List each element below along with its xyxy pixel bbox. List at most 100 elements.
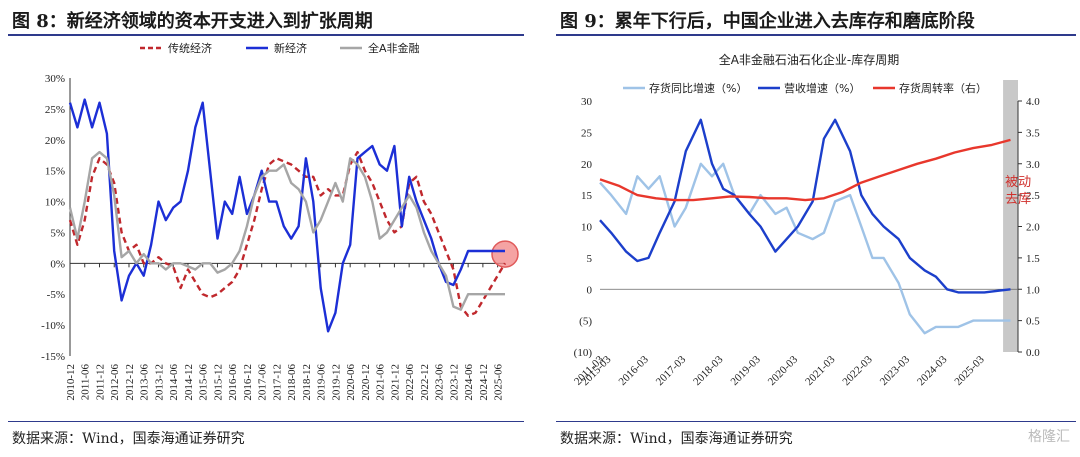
- y-tick-label: 15%: [45, 166, 65, 178]
- x-tick-label: 2023-06: [434, 364, 446, 401]
- x-tick-label: 2021-06: [375, 364, 387, 401]
- x-tick-label: 2020-12: [360, 364, 372, 401]
- figure-9-source: 数据来源：Wind，国泰海通证券研究: [560, 431, 793, 447]
- y-axis-right: 4.0 3.5 3.0 2.5 2.0 1.5 1.0 0.5 0.0: [1017, 96, 1040, 359]
- x-tick-label: 2022-03: [840, 353, 875, 388]
- y-axis: 30% 25% 20% 15% 10% 5% 0% -5% -10% -15%: [41, 73, 71, 363]
- x-tick-label: 2018-03: [691, 353, 726, 388]
- x-tick-label: 2019-12: [330, 364, 342, 401]
- y-tick-label: 5: [587, 253, 593, 265]
- y-tick-label: 30%: [45, 73, 65, 85]
- highlight-circle: [491, 240, 519, 268]
- y-tick-label: 0: [587, 284, 593, 296]
- source-rule: [8, 421, 524, 422]
- y-tick-label: 0%: [50, 258, 65, 270]
- series-line: [68, 150, 507, 317]
- x-tick-label: 2014-12: [183, 364, 195, 401]
- x-tick-label: 2013-06: [139, 364, 151, 401]
- title-rule: [8, 34, 524, 36]
- y-tick-label: 10: [581, 222, 593, 234]
- series-line: [68, 98, 505, 333]
- x-tick-label: 2012-06: [109, 364, 121, 401]
- figure-8-panel: 图 8：新经济领域的资本开支进入到扩张周期 传统经济 新经济 全A非金融 30% 25%…: [0, 0, 528, 457]
- y2-tick-label: 3.0: [1026, 159, 1040, 171]
- x-tick-label: 2020-03: [766, 353, 801, 388]
- x-tick-label: 2017-03: [654, 353, 689, 388]
- chart-legend: 传统经济 新经济 全A非金融: [140, 41, 420, 55]
- y2-tick-label: 3.5: [1026, 127, 1040, 139]
- x-tick-label: 2019-03: [728, 353, 763, 388]
- x-tick-label: 2010-12: [65, 364, 77, 401]
- series-line: [599, 118, 1011, 294]
- x-tick-label: 2021-03: [803, 353, 838, 388]
- x-tick-label: 2022-12: [419, 364, 431, 401]
- y-tick-label: -15%: [41, 351, 65, 363]
- x-tick-label: 2015-12: [212, 364, 224, 401]
- y-tick-label: -10%: [41, 320, 65, 332]
- x-tick-label: 2013-12: [153, 364, 165, 401]
- x-tick-label: 2022-06: [404, 364, 416, 401]
- x-tick-label: 2023-03: [878, 353, 913, 388]
- legend-label: 新经济: [274, 41, 307, 55]
- x-tick-label: 2016-03: [616, 353, 651, 388]
- y-tick-label: 20: [581, 159, 593, 171]
- series-line: [599, 138, 1011, 202]
- y2-tick-label: 0.5: [1026, 316, 1040, 328]
- watermark-logo: 格隆汇: [1028, 429, 1070, 445]
- x-tick-label: 2018-12: [301, 364, 313, 401]
- series-line: [68, 150, 505, 311]
- x-tick-label: 2014-06: [168, 364, 180, 401]
- x-tick-label: 2016-06: [227, 364, 239, 401]
- figure-9-title: 图 9：累年下行后，中国企业进入去库存和磨底阶段: [560, 11, 975, 32]
- y-tick-label: 5%: [50, 227, 65, 239]
- y-axis-left: 30 25 20 15 10 5 0 (5) (10): [574, 96, 593, 359]
- x-tick-label: 2025-03: [952, 353, 987, 388]
- y-tick-label: 25: [581, 127, 593, 139]
- y-tick-label: 30: [581, 96, 593, 108]
- legend-label: 传统经济: [168, 41, 212, 55]
- annotation-text: 去库: [1005, 191, 1031, 207]
- legend-label: 营收增速（%）: [784, 81, 860, 95]
- y2-tick-label: 2.0: [1026, 222, 1040, 234]
- y-tick-label: (10): [574, 347, 593, 359]
- x-tick-label: 2017-12: [271, 364, 283, 401]
- y-tick-label: 15: [581, 190, 593, 202]
- x-tick-label: 2020-06: [345, 364, 357, 401]
- x-tick-label: 2024-03: [915, 353, 950, 388]
- x-tick-label: 2011-06: [80, 364, 92, 401]
- y2-tick-label: 4.0: [1026, 96, 1040, 108]
- chart-subtitle: 全A非金融石油石化企业-库存周期: [719, 52, 900, 67]
- series-line: [599, 162, 1011, 335]
- x-tick-label: 2025-06: [493, 364, 505, 401]
- y-tick-label: 25%: [45, 104, 65, 116]
- y2-tick-label: 1.5: [1026, 253, 1040, 265]
- legend-label: 存货周转率（右）: [899, 81, 987, 95]
- shaded-region: [1003, 80, 1018, 352]
- y2-tick-label: 2.5: [1026, 190, 1040, 202]
- figure-9-panel: 图 9：累年下行后，中国企业进入去库存和磨底阶段 全A非金融石油石化企业-库存周…: [548, 0, 1080, 457]
- x-tick-label: 2017-06: [257, 364, 269, 401]
- x-tick-label: 2019-06: [316, 364, 328, 401]
- title-rule: [556, 34, 1076, 36]
- x-tick-label: 2023-12: [448, 364, 460, 401]
- y-tick-label: 10%: [45, 197, 65, 209]
- y2-tick-label: 1.0: [1026, 284, 1040, 296]
- figure-8-chart: 传统经济 新经济 全A非金融 30% 25% 20% 15% 10% 5% 0% -5% -10% -1…: [41, 41, 519, 401]
- y-tick-label: -5%: [47, 289, 65, 301]
- x-tick-label: 2016-12: [242, 364, 254, 401]
- figure-8-source: 数据来源：Wind，国泰海通证券研究: [12, 431, 245, 447]
- chart-legend: 存货同比增速（%） 营收增速（%） 存货周转率（右）: [623, 81, 987, 95]
- x-tick-label: 2015-06: [198, 364, 210, 401]
- x-tick-label: 2011-12: [94, 364, 106, 400]
- source-rule: [556, 421, 1076, 422]
- legend-label: 存货同比增速（%）: [649, 81, 747, 95]
- figure-8-title: 图 8：新经济领域的资本开支进入到扩张周期: [12, 11, 373, 32]
- y-tick-label: 20%: [45, 135, 65, 147]
- x-tick-label: 2021-12: [389, 364, 401, 401]
- y-tick-label: (5): [579, 316, 592, 328]
- annotation-text: 被动: [1005, 175, 1031, 190]
- x-tick-label: 2018-06: [286, 364, 298, 401]
- x-tick-label: 2024-12: [478, 364, 490, 401]
